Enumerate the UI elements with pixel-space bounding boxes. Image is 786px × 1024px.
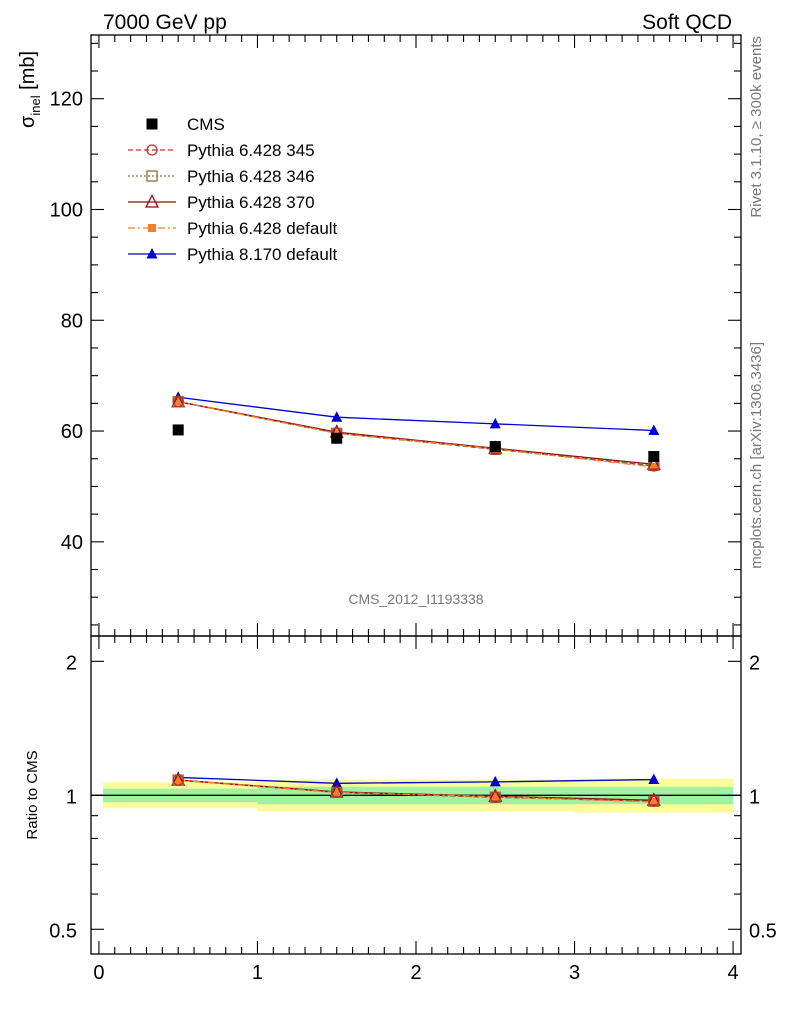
ratio-point-pythia-6-428-370: [488, 788, 503, 802]
y-tick-label: 80: [61, 310, 83, 332]
data-point-pythia-6-428-default: [649, 463, 658, 472]
legend: CMS Pythia 6.428 345 Pythia 6.428 346 Pythi…: [128, 115, 338, 264]
series-line-pythia-6-428-346: [178, 401, 654, 467]
data-point-cms: [489, 441, 501, 453]
ratio-y-tick-label-left: 2: [66, 652, 77, 674]
legend-marker: [146, 170, 158, 182]
data-point-pythia-8-170-default: [331, 411, 343, 422]
series-line-pythia-6-428-default: [178, 401, 654, 468]
legend-marker: [146, 248, 158, 259]
ratio-y-tick-label-left: 0.5: [49, 920, 77, 942]
ratio-point-pythia-6-428-default: [649, 797, 658, 806]
series-line-pythia-6-428-370: [178, 401, 654, 465]
legend-entry-pythia-8-170-default: Pythia 8.170 default: [128, 245, 338, 264]
legend-entry-pythia-6-428-370: Pythia 6.428 370: [128, 193, 315, 212]
svg-text:σinel [mb]: σinel [mb]: [17, 51, 43, 128]
x-tick-label: 3: [569, 962, 580, 984]
data-point-cms: [331, 432, 343, 444]
ratio-y-tick-label-left: 1: [66, 786, 77, 808]
legend-label: Pythia 6.428 345: [187, 141, 315, 160]
x-tick-label: 2: [410, 962, 421, 984]
legend-marker: [146, 118, 158, 130]
y-tick-label: 40: [61, 532, 83, 554]
series-line-pythia-6-428-345: [178, 401, 654, 467]
main-y-axis-label: σinel [mb]: [17, 51, 43, 128]
data-point-pythia-8-170-default: [648, 424, 660, 435]
ratio-point-pythia-6-428-default: [332, 788, 341, 797]
legend-marker: [144, 194, 160, 208]
y-tick-label: 60: [61, 421, 83, 443]
header-left: 7000 GeV pp: [103, 11, 227, 34]
y-tick-label: 100: [50, 199, 83, 221]
side-label-mcplots: mcplots.cern.ch [arXiv:1306.3436]: [748, 342, 765, 569]
data-point-pythia-8-170-default: [489, 417, 501, 429]
ratio-y-tick-label-right: 1: [749, 786, 760, 808]
legend-entry-pythia-6-428-default: Pythia 6.428 default: [128, 219, 338, 238]
ratio-point-pythia-6-428-default: [491, 792, 500, 801]
ratio-point-pythia-6-428-345: [331, 786, 343, 799]
main-panel: 40 60 80 100 120 CMS_2012_I1193338 σinel [mb…: [17, 34, 742, 637]
legend-entry-pythia-6-428-346: Pythia 6.428 346: [128, 167, 315, 186]
legend-marker: [146, 144, 158, 156]
watermark: CMS_2012_I1193338: [348, 591, 483, 607]
legend-label: CMS: [187, 115, 225, 134]
side-label-rivet: Rivet 3.1.10, ≥ 300k events: [748, 36, 765, 218]
legend-label: Pythia 6.428 370: [187, 193, 315, 212]
ratio-point-pythia-6-428-345: [648, 795, 660, 807]
ratio-line-pythia-8-170-default: [178, 776, 654, 784]
data-point-cms: [172, 424, 184, 436]
legend-label: Pythia 8.170 default: [187, 245, 338, 264]
data-point-pythia-6-428-default: [174, 397, 183, 406]
data-point-cms: [648, 451, 660, 463]
series-line-pythia-8-170-default: [178, 396, 654, 432]
ylabel-symbol: σ: [17, 115, 39, 128]
ratio-point-pythia-8-170-default: [648, 773, 660, 785]
data-point-pythia-6-428-370: [646, 456, 661, 470]
ratio-point-pythia-6-428-345: [489, 791, 501, 803]
legend-marker: [148, 224, 156, 232]
ratio-y-tick-label-right: 2: [749, 652, 760, 674]
header-right: Soft QCD: [642, 11, 732, 34]
x-tick-label: 0: [93, 962, 104, 984]
legend-label: Pythia 6.428 346: [187, 167, 315, 186]
ratio-point-pythia-8-170-default: [331, 777, 343, 788]
ratio-point-pythia-6-428-default: [174, 776, 183, 785]
ylabel-unit: [mb]: [17, 51, 39, 95]
y-tick-label: 120: [50, 89, 83, 111]
x-tick-label: 4: [728, 962, 739, 984]
ratio-point-pythia-6-428-345: [172, 774, 184, 786]
ratio-y-tick-label-right: 0.5: [749, 920, 777, 942]
ylabel-subscript: inel: [28, 95, 43, 115]
ratio-point-pythia-8-170-default: [489, 775, 501, 787]
ratio-panel: 0.5 0.5 1 1 2 2 0 1 2 3 4 Ratio to CMS: [24, 635, 777, 984]
ratio-line-pythia-6-428-default: [178, 779, 654, 803]
legend-label: Pythia 6.428 default: [187, 219, 338, 238]
legend-entry-pythia-6-428-345: Pythia 6.428 345: [128, 141, 315, 160]
ratio-y-axis-label: Ratio to CMS: [24, 750, 41, 839]
x-tick-label: 1: [252, 962, 263, 984]
data-point-pythia-6-428-345: [172, 396, 184, 408]
ratio-point-pythia-6-428-370: [646, 792, 661, 806]
legend-entry-cms: CMS: [146, 115, 225, 134]
